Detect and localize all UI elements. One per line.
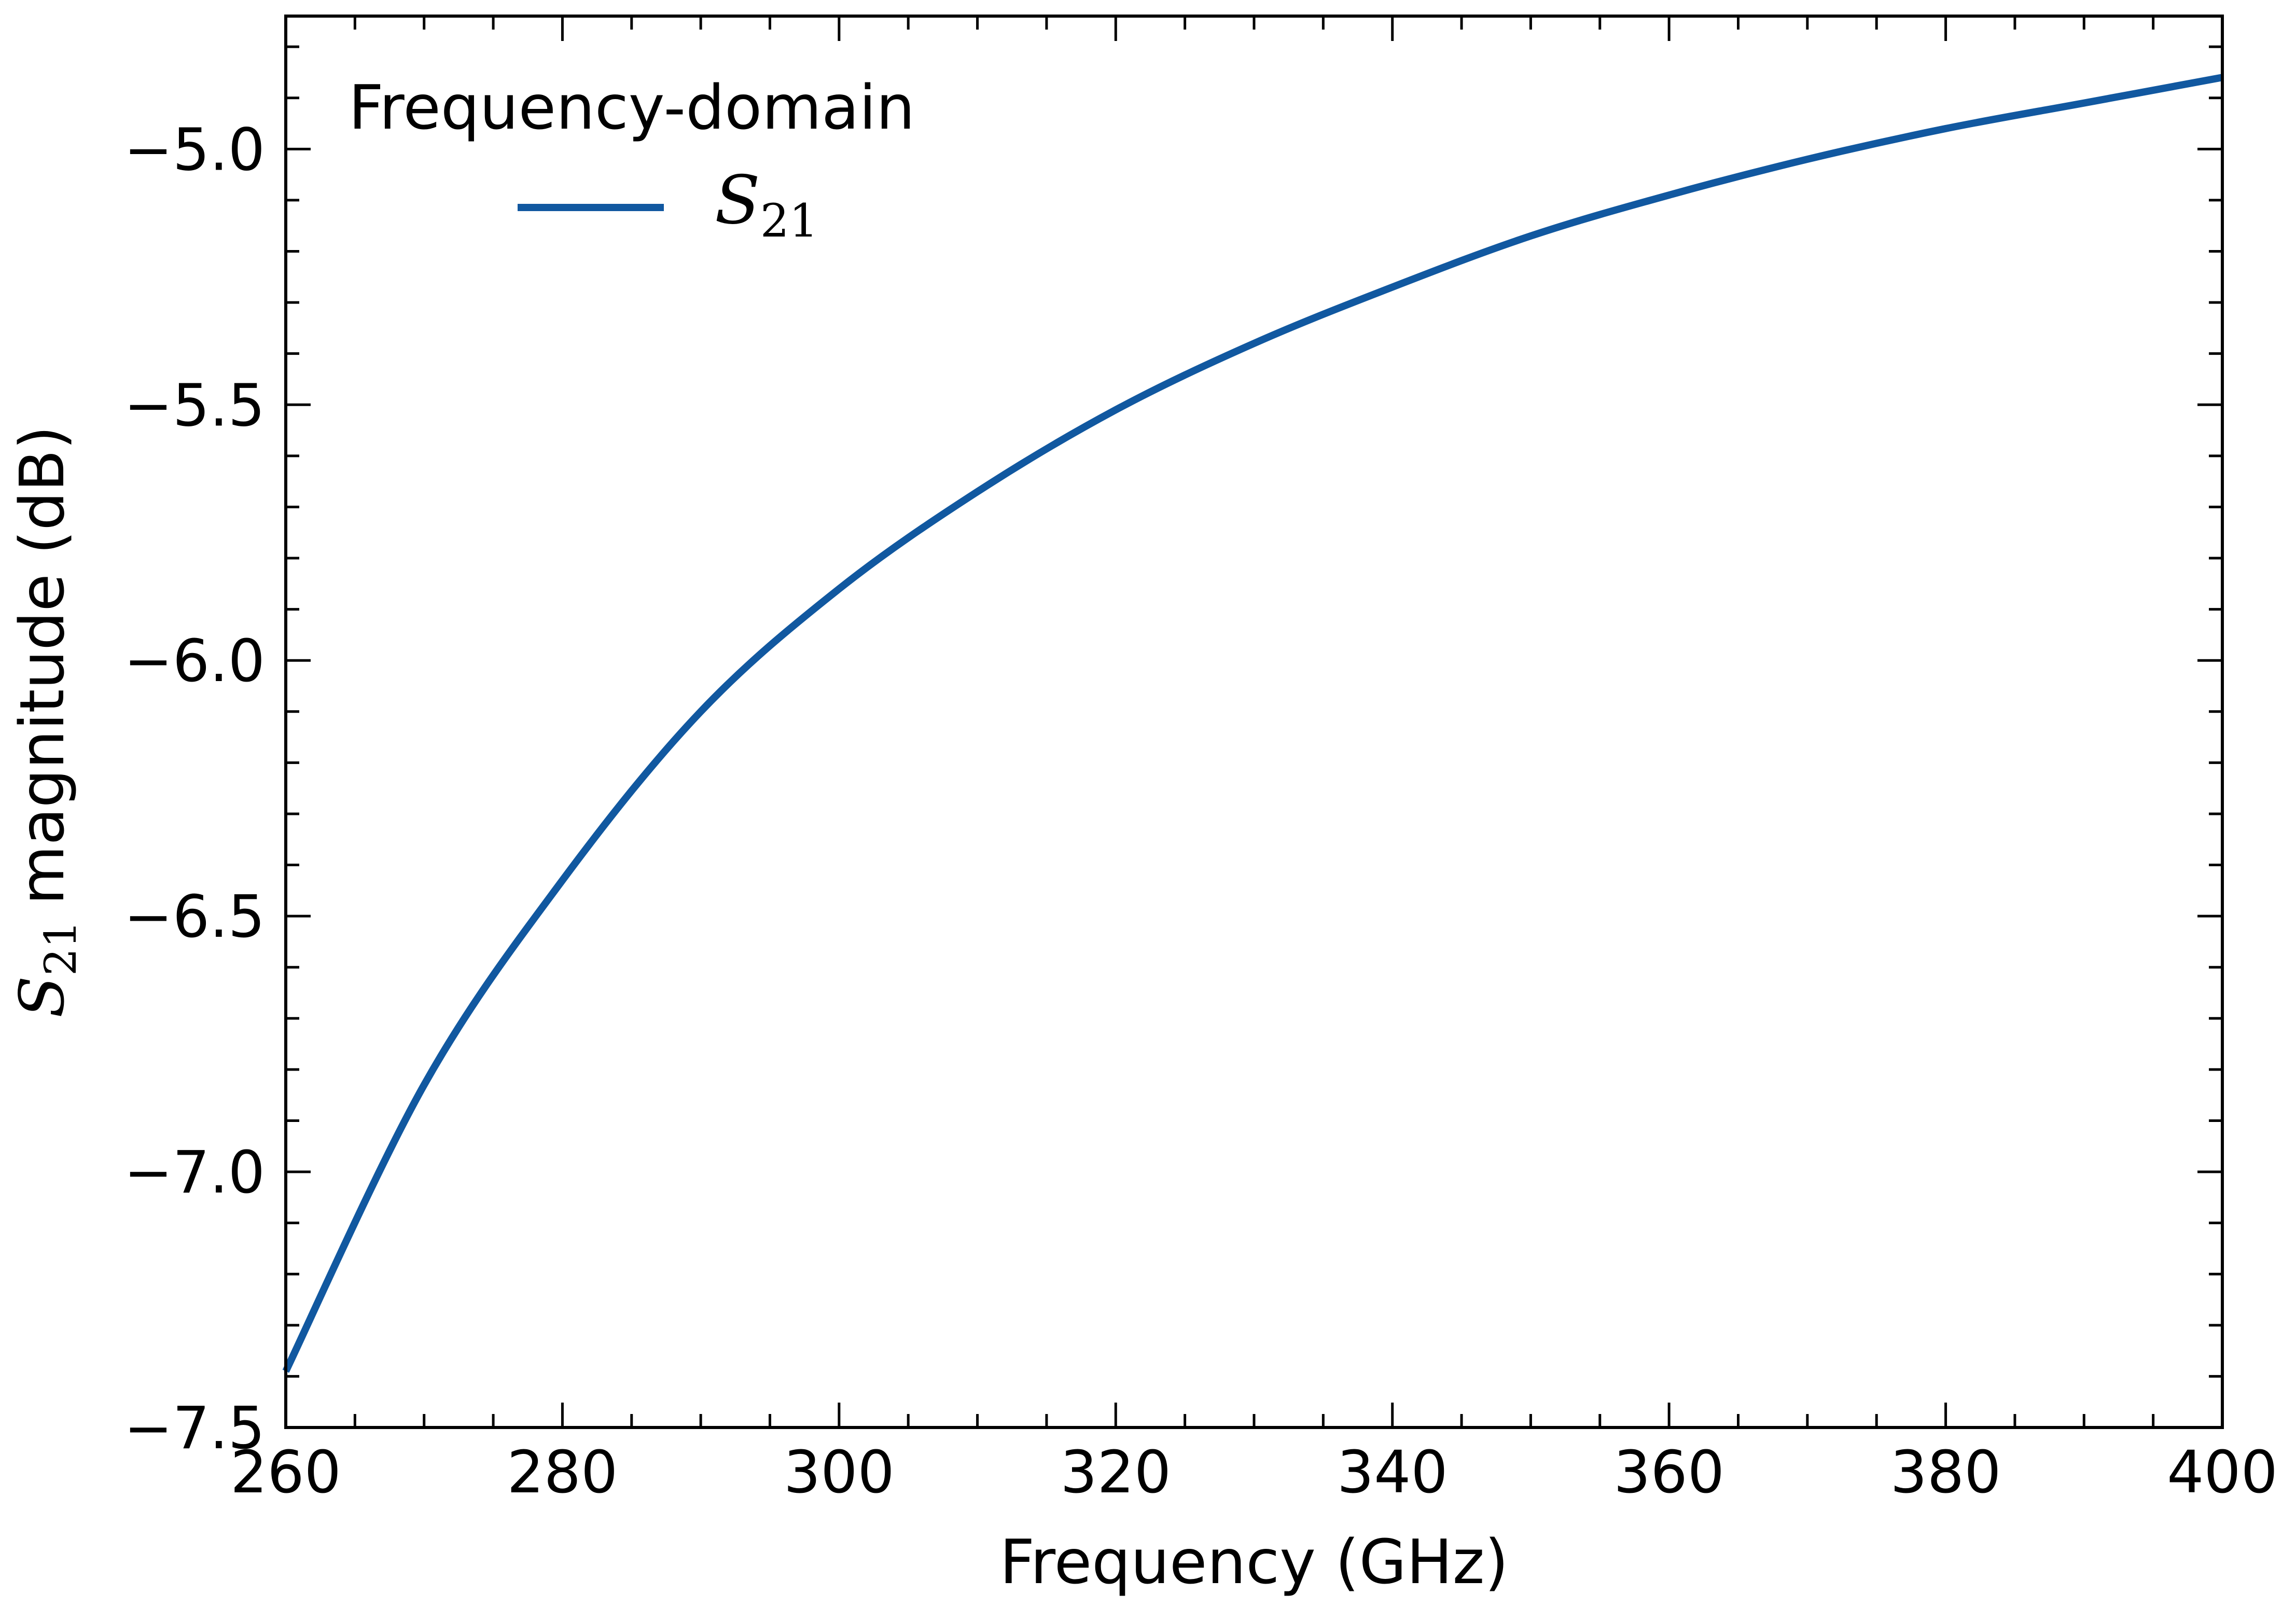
x-tick-label: 380 bbox=[1890, 1439, 2001, 1506]
legend-label-symbol: S bbox=[715, 162, 760, 239]
y-axis-title-subscript: 21 bbox=[35, 920, 86, 976]
y-tick-label: −5.5 bbox=[124, 372, 265, 439]
tick-labels: 260 280 300 320 340 360 380 400 −7.5 −7.0 −6.5 −6.0… bbox=[124, 116, 2278, 1506]
y-axis-title-text: magnitude (dB) bbox=[6, 426, 78, 905]
y-axis-title: S21 magnitude (dB) bbox=[6, 426, 86, 1018]
series-line-s21 bbox=[282, 74, 2223, 1373]
x-tick-label: 400 bbox=[2167, 1439, 2278, 1506]
x-tick-label: 320 bbox=[1060, 1439, 1171, 1506]
y-tick-label: −7.0 bbox=[124, 1139, 265, 1207]
x-tick-label: 280 bbox=[507, 1439, 618, 1506]
legend-label-subscript: 21 bbox=[760, 194, 818, 247]
y-tick-label: −6.0 bbox=[124, 628, 265, 695]
x-tick-label: 300 bbox=[784, 1439, 895, 1506]
y-axis-title-symbol: S bbox=[6, 976, 78, 1018]
axis-ticks bbox=[284, 16, 2224, 1429]
y-tick-label: −7.5 bbox=[124, 1395, 265, 1462]
y-tick-label: −5.0 bbox=[124, 116, 265, 184]
series-layer bbox=[282, 74, 2223, 1373]
plot-frame bbox=[284, 15, 2224, 1429]
legend-label-s21: S21 bbox=[715, 162, 818, 247]
x-axis-title: Frequency (GHz) bbox=[999, 1526, 1508, 1598]
x-tick-label: 260 bbox=[230, 1439, 341, 1506]
legend: Frequency-domain S21 bbox=[349, 72, 915, 247]
x-tick-label: 360 bbox=[1613, 1439, 1724, 1506]
legend-title: Frequency-domain bbox=[349, 72, 915, 143]
x-tick-label: 340 bbox=[1337, 1439, 1448, 1506]
y-tick-label: −6.5 bbox=[124, 883, 265, 951]
